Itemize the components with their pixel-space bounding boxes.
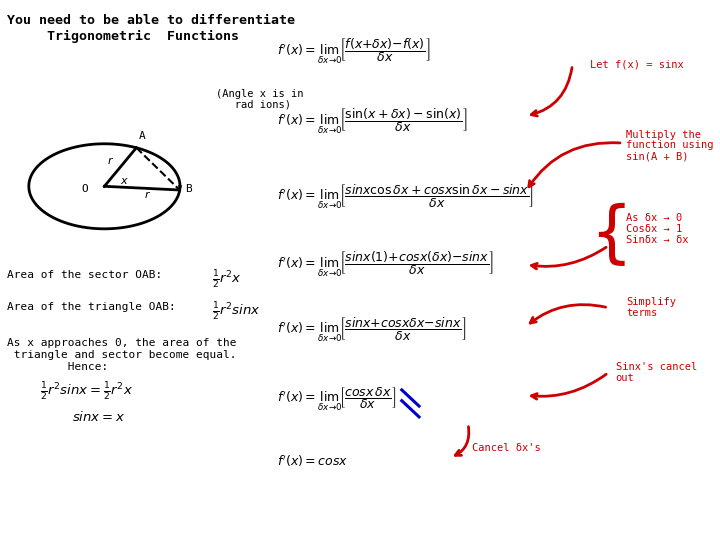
Text: sin(A + B): sin(A + B) (626, 151, 689, 161)
Text: $\frac{1}{2}r^2x$: $\frac{1}{2}r^2x$ (212, 268, 243, 291)
Text: Sinδx → δx: Sinδx → δx (626, 235, 689, 245)
Text: $\frac{1}{2}r^2sinx = \frac{1}{2}r^2x$: $\frac{1}{2}r^2sinx = \frac{1}{2}r^2x$ (40, 381, 132, 403)
Text: x: x (120, 176, 127, 186)
Text: $f'(x) = \lim_{\delta x \to 0}\!\left[\dfrac{sinx + cosx\delta x - sinx}{\delta : $f'(x) = \lim_{\delta x \to 0}\!\left[\d… (277, 315, 467, 343)
Text: A: A (138, 131, 145, 141)
Text: function using: function using (626, 140, 714, 151)
Text: $f'(x) = cosx$: $f'(x) = cosx$ (277, 454, 348, 469)
Text: $\frac{1}{2}r^2sinx$: $\frac{1}{2}r^2sinx$ (212, 301, 261, 323)
Text: $f'(x) = \lim_{\delta x \to 0}\!\left[\dfrac{\sin(x+\delta x)-\sin(x)}{\delta x}: $f'(x) = \lim_{\delta x \to 0}\!\left[\d… (277, 107, 468, 136)
Text: Sinx's cancel: Sinx's cancel (616, 362, 697, 372)
Text: $f'(x) = \lim_{\delta x \to 0}\!\left[\dfrac{f(x+\delta x)-f(x)}{\delta x}\right: $f'(x) = \lim_{\delta x \to 0}\!\left[\d… (277, 37, 431, 66)
Text: You need to be able to differentiate: You need to be able to differentiate (7, 14, 295, 26)
Text: Area of the triangle OAB:: Area of the triangle OAB: (7, 302, 183, 313)
Text: B: B (185, 184, 192, 194)
Text: (Angle x is in: (Angle x is in (216, 89, 304, 99)
Text: rad ions): rad ions) (216, 100, 291, 110)
Text: Cosδx → 1: Cosδx → 1 (626, 224, 683, 234)
Text: $sinx = x$: $sinx = x$ (72, 410, 125, 424)
Text: r: r (107, 156, 112, 166)
Text: O: O (82, 184, 89, 194)
Text: $f'(x) = \lim_{\delta x \to 0}\!\left[\dfrac{sinx\cos\delta x + cosx\sin\delta x: $f'(x) = \lim_{\delta x \to 0}\!\left[\d… (277, 183, 534, 211)
Text: terms: terms (626, 308, 657, 318)
Text: Simplify: Simplify (626, 297, 676, 307)
Text: Let f(x) = sinx: Let f(x) = sinx (590, 59, 684, 70)
Text: Area of the sector OAB:: Area of the sector OAB: (7, 270, 169, 280)
Text: r: r (144, 190, 149, 200)
Text: Hence:: Hence: (7, 362, 109, 373)
Text: $\}$: $\}$ (598, 198, 634, 264)
Text: triangle and sector become equal.: triangle and sector become equal. (7, 350, 237, 360)
Text: As x approaches 0, the area of the: As x approaches 0, the area of the (7, 338, 237, 348)
Text: Trigonometric  Functions: Trigonometric Functions (47, 30, 239, 43)
Text: As δx → 0: As δx → 0 (626, 213, 683, 224)
Text: $f'(x) = \lim_{\delta x \to 0}\!\left[\dfrac{sinx(1)+cosx(\delta x)-sinx}{\delta: $f'(x) = \lim_{\delta x \to 0}\!\left[\d… (277, 250, 495, 279)
Text: $f'(x) = \lim_{\delta x \to 0}\!\left[\dfrac{cosx\,\delta x}{\delta x}\right]$: $f'(x) = \lim_{\delta x \to 0}\!\left[\d… (277, 386, 397, 413)
Text: Multiply the: Multiply the (626, 130, 701, 140)
Text: out: out (616, 373, 634, 383)
Text: Cancel δx's: Cancel δx's (472, 443, 540, 453)
